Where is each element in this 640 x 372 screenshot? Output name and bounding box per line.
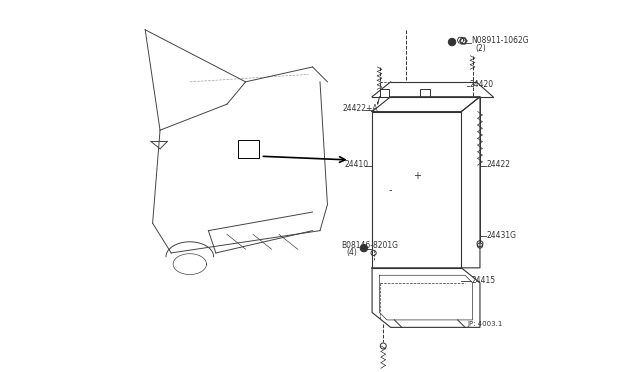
Text: 24422: 24422 — [486, 160, 510, 169]
Bar — [380, 89, 389, 97]
Text: (4): (4) — [347, 248, 358, 257]
Text: 24422+A: 24422+A — [342, 105, 378, 113]
Text: -: - — [389, 185, 392, 195]
Text: N: N — [450, 39, 454, 45]
Text: 24431G: 24431G — [486, 231, 516, 240]
Text: N08911-1062G: N08911-1062G — [472, 36, 529, 45]
Text: 24410: 24410 — [344, 160, 368, 169]
Circle shape — [360, 244, 367, 252]
Text: 24415: 24415 — [472, 276, 495, 285]
Circle shape — [449, 38, 456, 46]
Text: B08146-8201G: B08146-8201G — [342, 241, 399, 250]
Text: JP: 4003.1: JP: 4003.1 — [467, 321, 502, 327]
Bar — [238, 140, 259, 158]
Text: B: B — [362, 246, 365, 251]
Bar — [420, 89, 429, 97]
Text: +: + — [413, 170, 420, 180]
Text: 24420: 24420 — [470, 80, 493, 89]
Text: (2): (2) — [475, 44, 486, 53]
